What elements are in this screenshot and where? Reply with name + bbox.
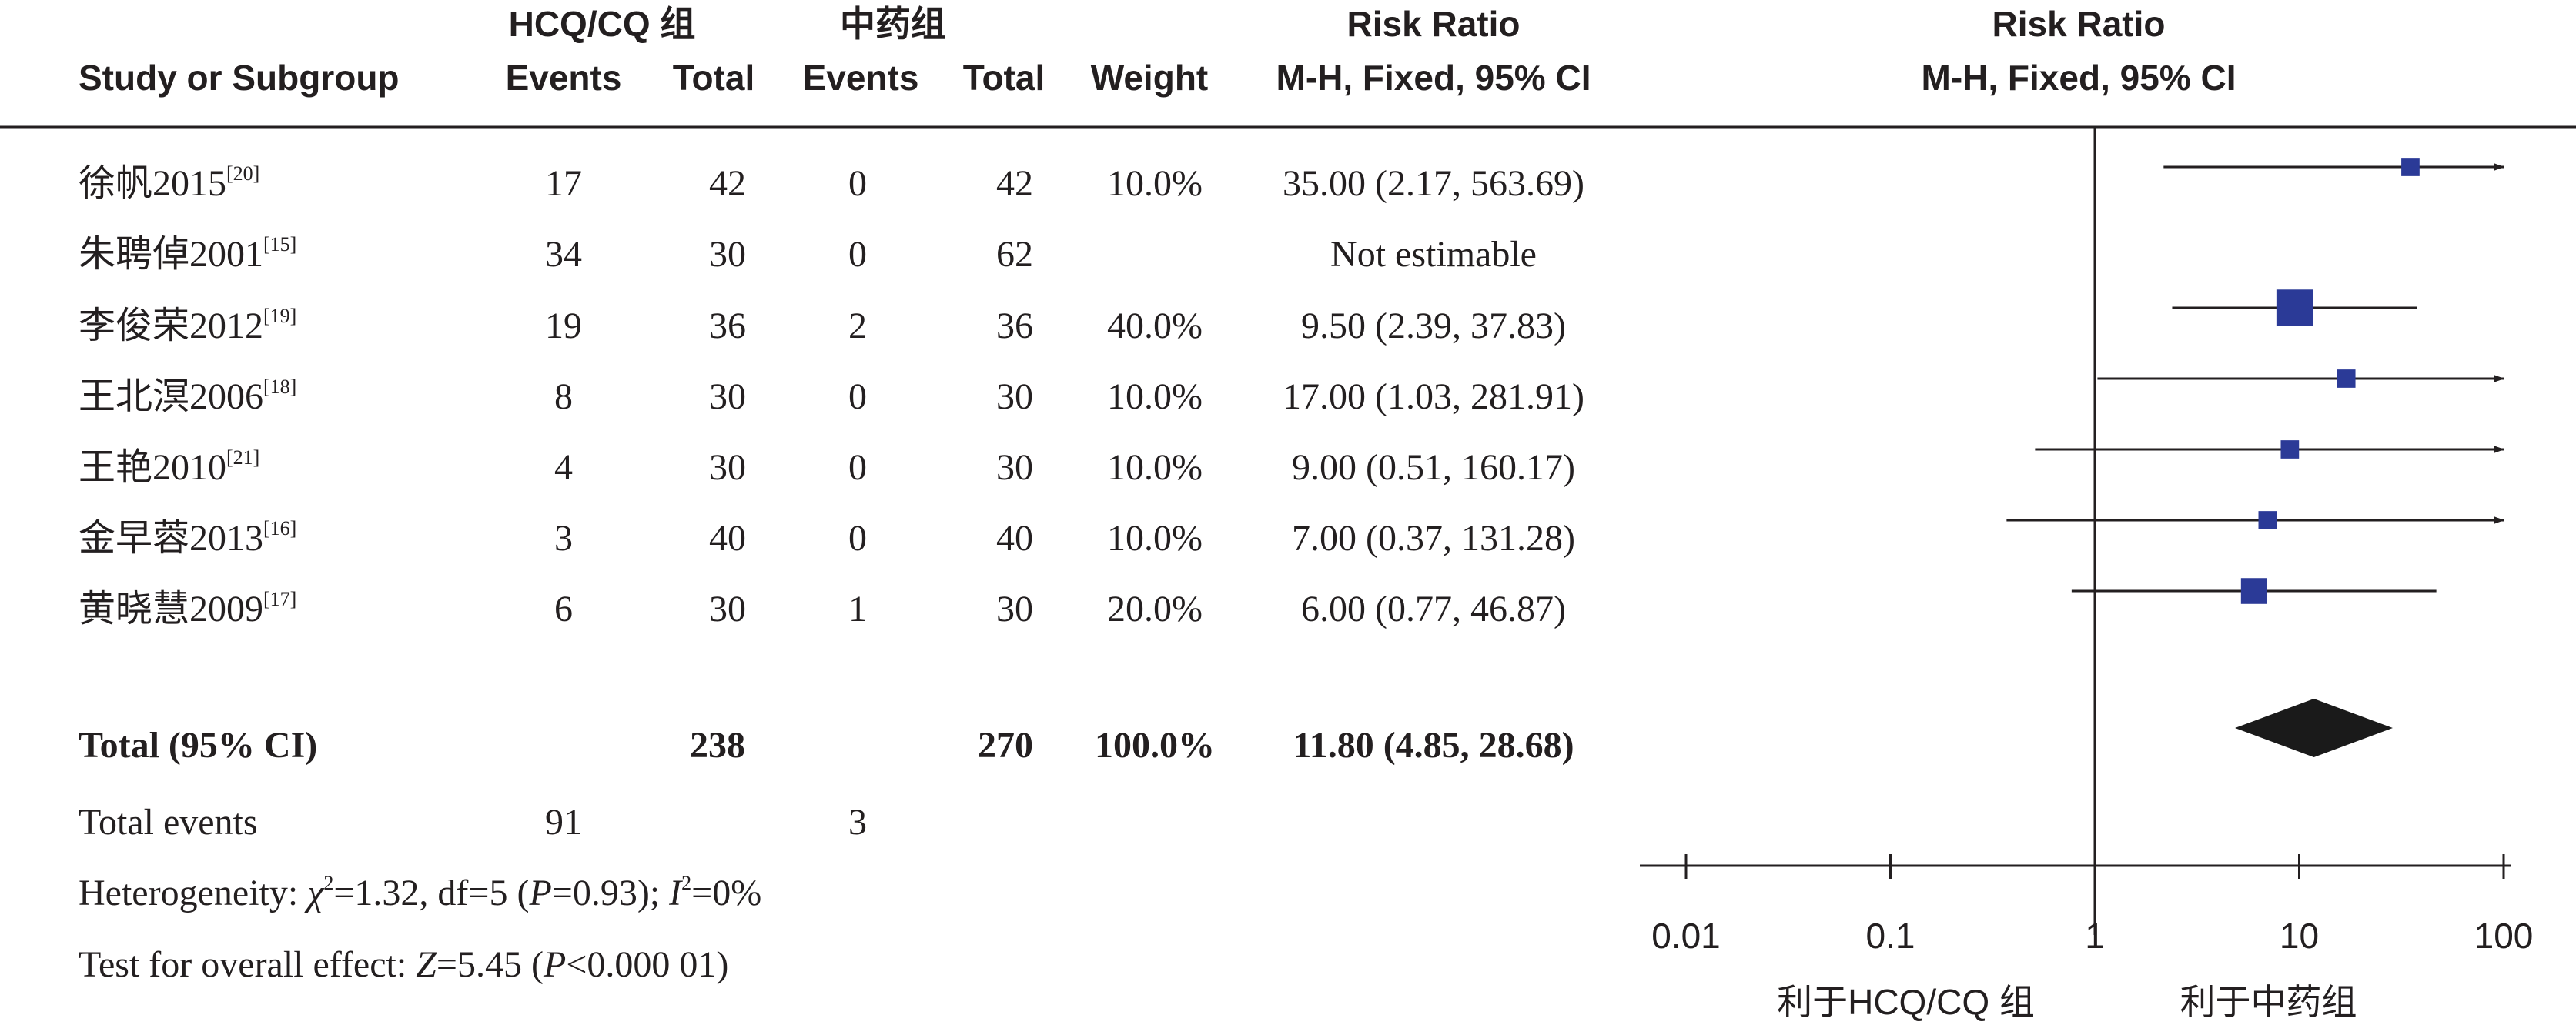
group1-total: 30: [709, 447, 746, 488]
group1-events: 8: [554, 376, 573, 417]
study-risk-ratio: 9.00 (0.51, 160.17): [1292, 447, 1575, 488]
group2-total-header: Total: [962, 58, 1045, 98]
study-weight: 10.0%: [1107, 163, 1203, 204]
study-risk-ratio: 7.00 (0.37, 131.28): [1292, 518, 1575, 559]
group1-events: 4: [554, 447, 573, 488]
favours-left-label: 利于HCQ/CQ 组: [1777, 982, 2035, 1022]
study-risk-ratio: 17.00 (1.03, 281.91): [1283, 376, 1584, 417]
group2-total: 62: [996, 234, 1033, 275]
group2-total-events: 3: [848, 802, 867, 843]
study-weight: 10.0%: [1107, 376, 1203, 417]
study-weight: 20.0%: [1107, 589, 1203, 629]
study-risk-ratio: 35.00 (2.17, 563.69): [1283, 163, 1584, 204]
weight-header: Weight: [1090, 58, 1209, 98]
total-events-label: Total events: [79, 802, 258, 843]
study-column-header: Study or Subgroup: [79, 58, 400, 98]
study-weight: 10.0%: [1107, 518, 1203, 559]
heterogeneity-stat: Heterogeneity: χ2=1.32, df=5 (P=0.93); I…: [79, 872, 762, 913]
group1-grand-total: 238: [690, 725, 745, 766]
study-name: 黄晓慧2009[17]: [79, 588, 297, 629]
study-marker: [2276, 289, 2313, 326]
rr-title-header: Risk Ratio: [1347, 4, 1521, 44]
group2-events: 0: [848, 234, 867, 275]
group1-events: 17: [545, 163, 582, 204]
group1-header: HCQ/CQ 组: [508, 4, 696, 44]
group2-total: 40: [996, 518, 1033, 559]
study-weight: 10.0%: [1107, 447, 1203, 488]
group2-grand-total: 270: [978, 725, 1033, 766]
study-risk-ratio: 6.00 (0.77, 46.87): [1301, 589, 1566, 629]
group2-total: 30: [996, 589, 1033, 629]
study-name: 朱聘倬2001[15]: [79, 233, 297, 275]
group2-events: 0: [848, 518, 867, 559]
group1-total: 42: [709, 163, 746, 204]
group1-total-events: 91: [545, 802, 582, 843]
group2-total: 30: [996, 447, 1033, 488]
overall-effect-test: Test for overall effect: Z=5.45 (P<0.000…: [79, 944, 729, 985]
favours-right-label: 利于中药组: [2180, 982, 2357, 1022]
group2-total: 42: [996, 163, 1033, 204]
group1-total: 36: [709, 305, 746, 346]
x-tick-label: 0.1: [1866, 916, 1915, 956]
group2-events-header: Events: [802, 58, 919, 98]
study-name: 徐帆2015[20]: [79, 162, 260, 204]
group1-total: 30: [709, 234, 746, 275]
study-marker: [2280, 440, 2300, 459]
study-risk-ratio: 9.50 (2.39, 37.83): [1301, 305, 1566, 346]
pooled-risk-ratio: 11.80 (4.85, 28.68): [1293, 725, 1574, 766]
total-label: Total (95% CI): [79, 725, 318, 766]
group2-events: 0: [848, 163, 867, 204]
group2-total: 36: [996, 305, 1033, 346]
plot-title-header: Risk Ratio: [1992, 4, 2166, 44]
group1-events: 3: [554, 518, 573, 559]
study-name: 王艳2010[21]: [79, 446, 260, 488]
study-marker: [2240, 578, 2267, 604]
group1-events: 19: [545, 305, 582, 346]
study-marker: [2401, 158, 2420, 176]
pooled-diamond: [2235, 699, 2393, 757]
group1-events: 6: [554, 589, 573, 629]
group1-total: 30: [709, 589, 746, 629]
study-marker: [2337, 369, 2356, 388]
group1-total-header: Total: [672, 58, 755, 98]
plot-method-header: M-H, Fixed, 95% CI: [1921, 58, 2236, 98]
group2-header: 中药组: [840, 4, 946, 44]
group2-events: 1: [848, 589, 867, 629]
rr-method-header: M-H, Fixed, 95% CI: [1276, 58, 1591, 98]
group1-total: 40: [709, 518, 746, 559]
group1-events-header: Events: [505, 58, 622, 98]
study-weight: 40.0%: [1107, 305, 1203, 346]
study-name: 金早蓉2013[16]: [79, 517, 297, 559]
total-weight: 100.0%: [1095, 725, 1215, 766]
x-tick-label: 100: [2474, 916, 2534, 956]
x-tick-label: 0.01: [1651, 916, 1721, 956]
x-tick-label: 1: [2085, 916, 2105, 956]
group2-total: 30: [996, 376, 1033, 417]
x-tick-label: 10: [2280, 916, 2319, 956]
group1-total: 30: [709, 376, 746, 417]
group1-events: 34: [545, 234, 582, 275]
study-name: 王北溟2006[18]: [79, 376, 297, 417]
group2-events: 0: [848, 376, 867, 417]
study-marker: [2258, 511, 2277, 529]
group2-events: 2: [848, 305, 867, 346]
study-name: 李俊荣2012[19]: [79, 305, 297, 346]
group2-events: 0: [848, 447, 867, 488]
study-risk-ratio: Not estimable: [1330, 234, 1537, 275]
